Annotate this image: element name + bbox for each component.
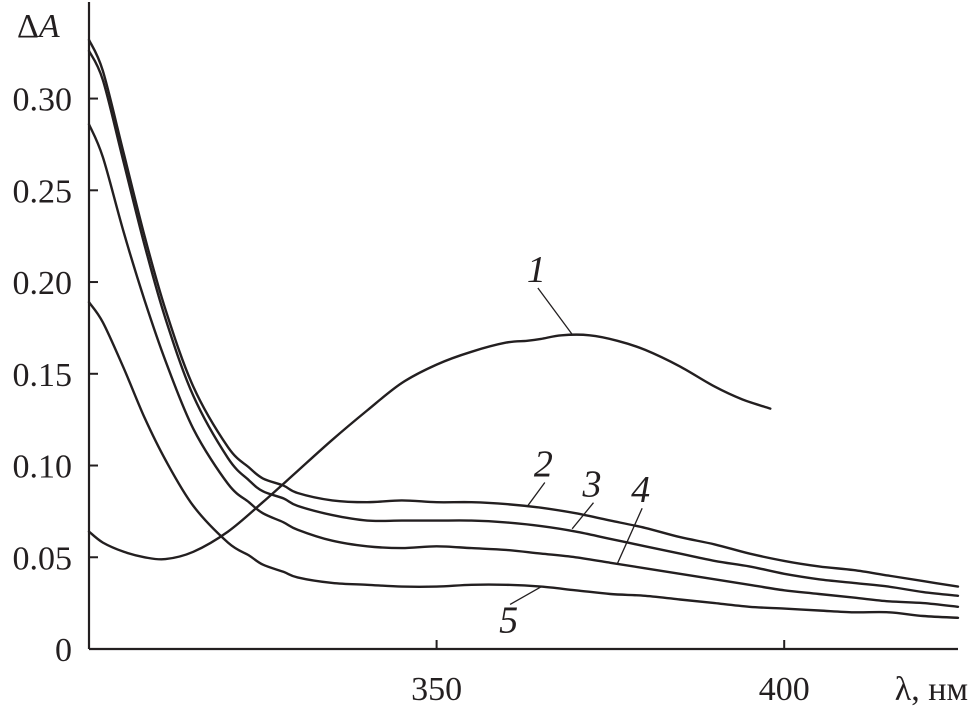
leader-line-5 [509,586,542,606]
x-tick-label: 350 [411,671,462,708]
series-line-2 [87,38,960,588]
series-label-5: 5 [499,599,518,641]
y-tick-label: 0.15 [13,357,73,394]
x-axis-title: λ, нм [895,671,968,708]
y-tick-label: 0.25 [13,173,73,210]
y-axis-title-variable: A [37,8,60,45]
series-label-4: 4 [631,469,650,511]
y-axis-title: ΔA [17,8,60,45]
y-tick-label: 0.05 [13,540,73,577]
y-axis-title-delta: Δ [17,8,39,45]
x-ticks: 350 400 [411,640,810,708]
y-tick-label: 0 [55,632,72,669]
y-tick-label: 0.10 [13,449,73,486]
leader-line-3 [571,502,594,530]
axes [87,2,958,651]
series-labels: 1 2 3 4 5 [499,249,650,641]
series-line-5 [87,301,960,619]
leader-line-1 [537,287,573,335]
leader-line-2 [526,482,546,508]
y-tick-label: 0.20 [13,265,73,302]
x-tick-label: 400 [759,671,810,708]
series-label-2: 2 [534,444,553,486]
y-tick-label: 0.30 [13,82,73,119]
series-label-1: 1 [527,249,546,291]
series-group [87,38,960,619]
series-line-4 [87,123,960,608]
leader-line-4 [616,507,643,564]
series-label-3: 3 [581,464,601,506]
y-ticks: 0 0.05 0.10 0.15 0.20 0.25 0.30 [13,82,98,669]
series-line-1 [87,333,772,561]
series-line-3 [87,49,960,597]
